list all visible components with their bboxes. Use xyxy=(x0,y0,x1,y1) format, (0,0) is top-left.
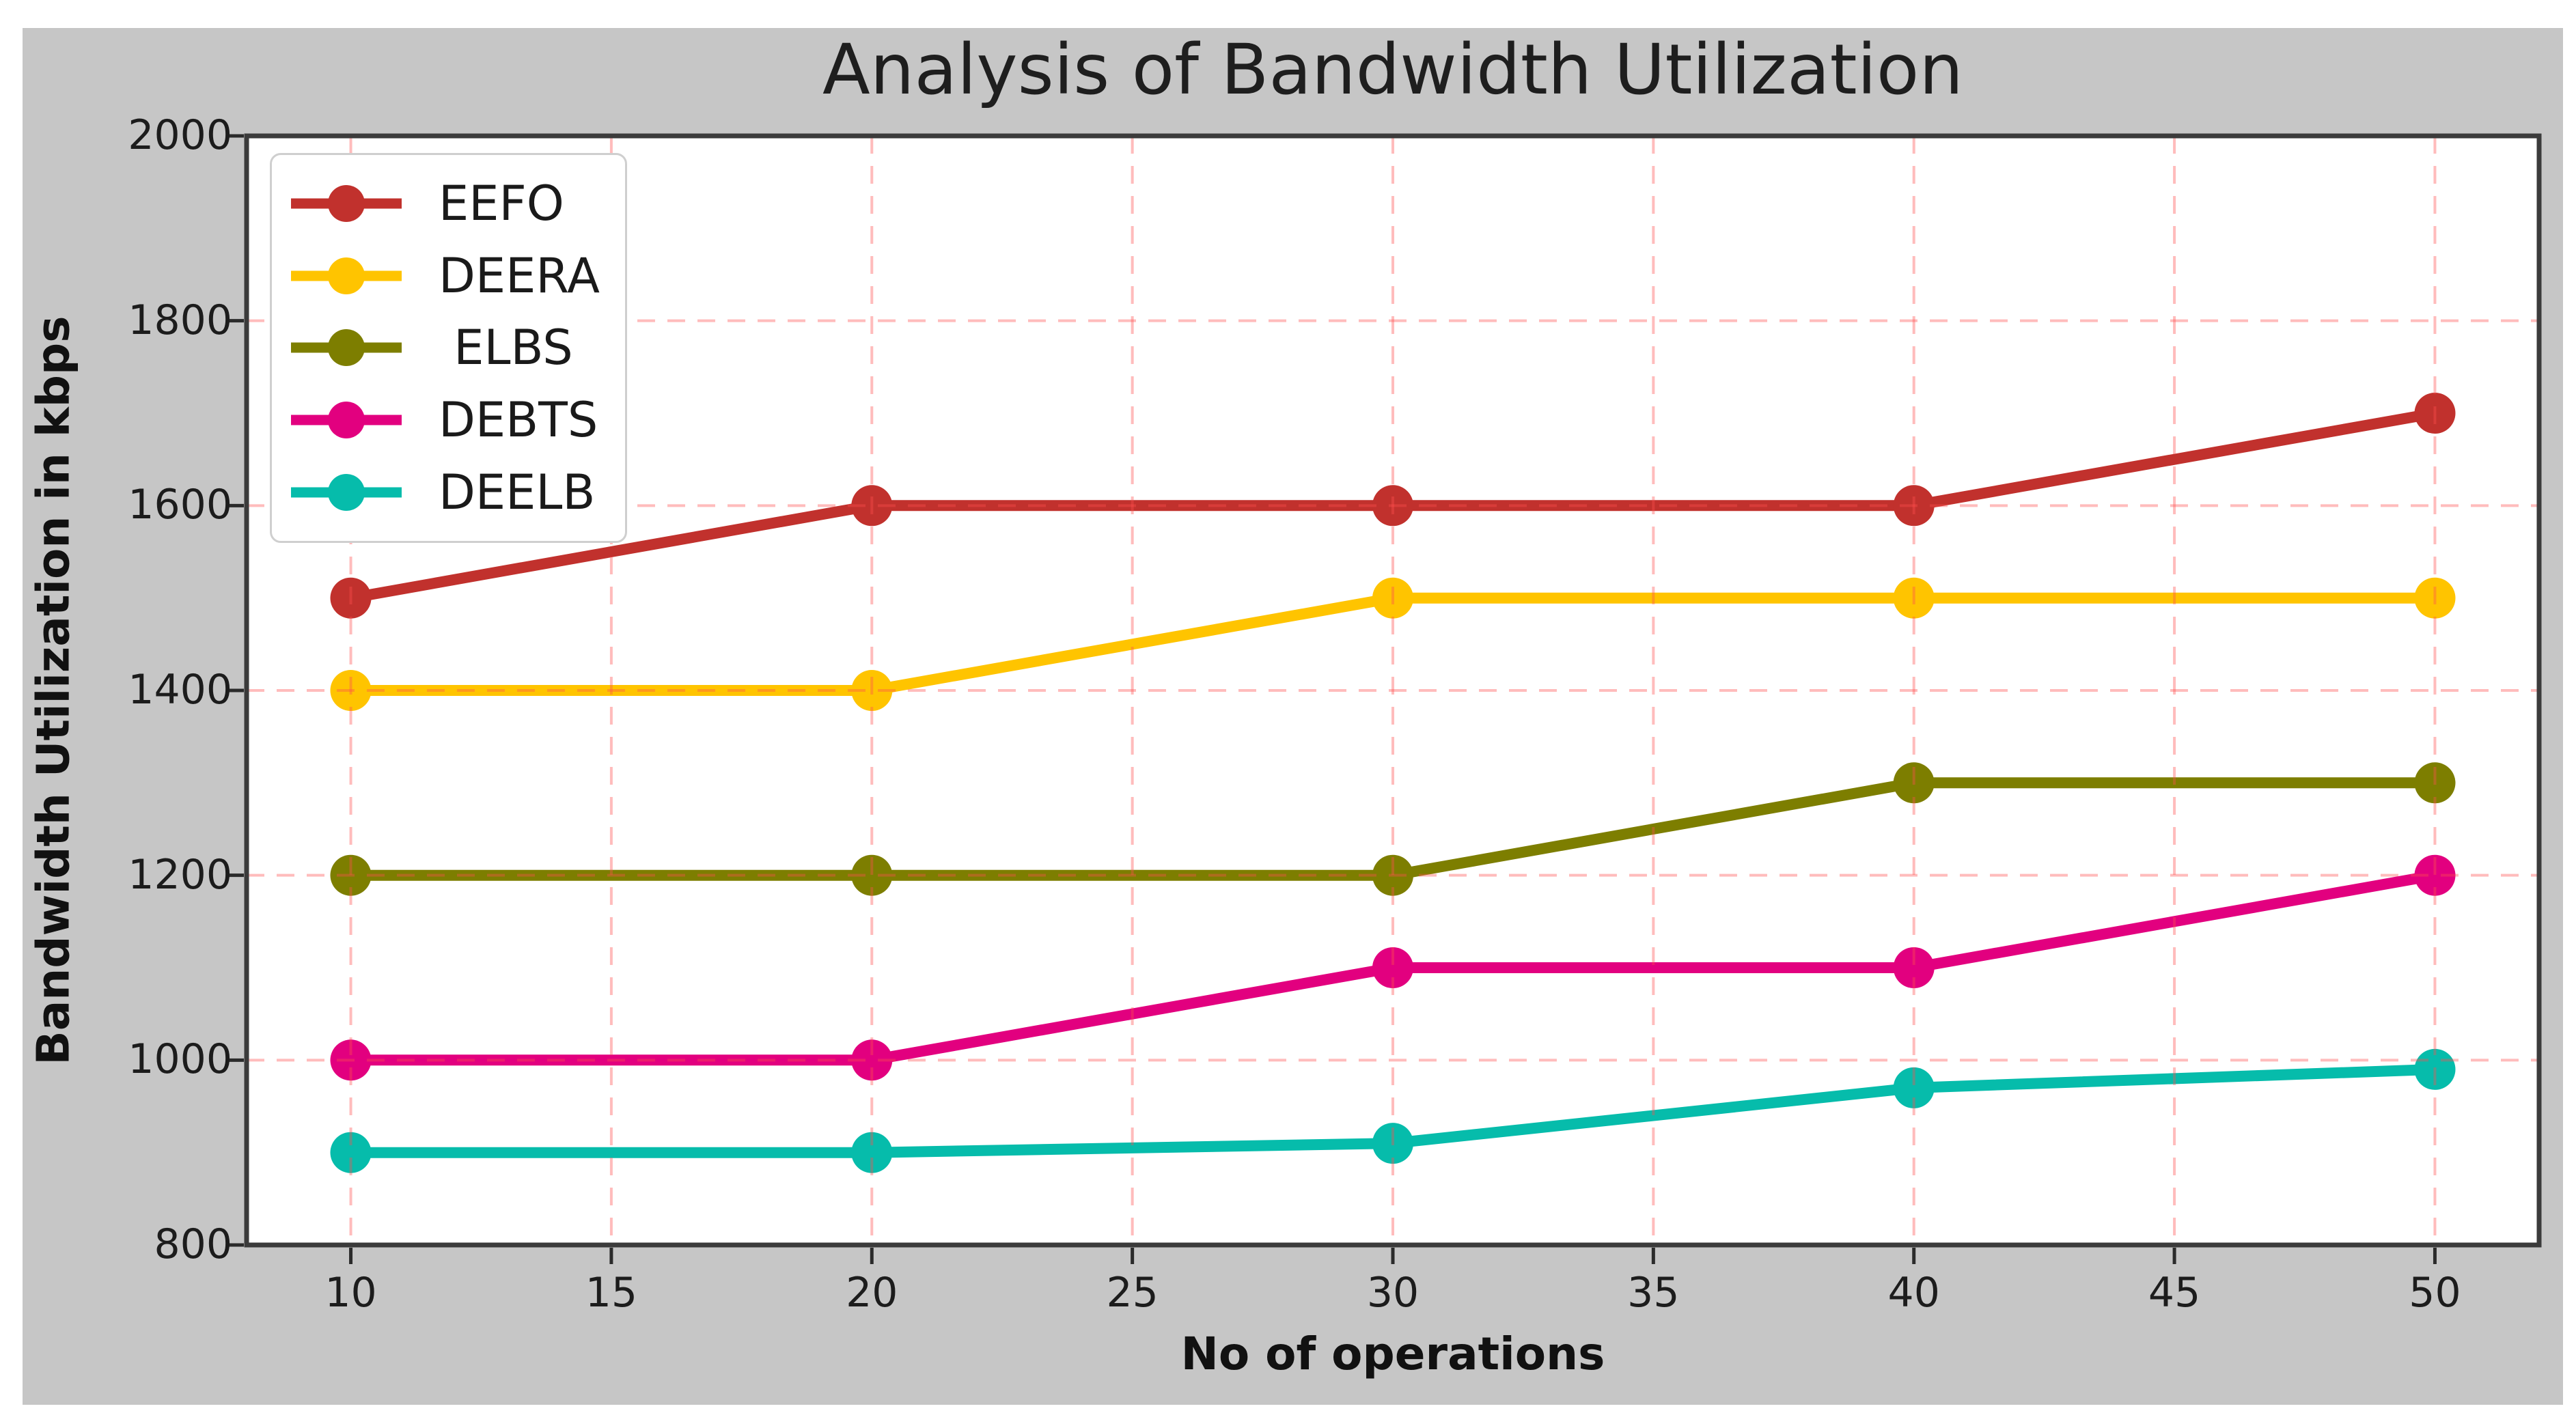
y-tick-label-1400: 1400 xyxy=(128,666,232,714)
x-axis-label: No of operations xyxy=(1180,1328,1605,1380)
marker-DEELB-10 xyxy=(330,1132,372,1173)
marker-EEFO-30 xyxy=(1372,485,1413,527)
x-tick-label-35: 35 xyxy=(1627,1269,1680,1317)
marker-ELBS-10 xyxy=(330,854,372,896)
legend-marker-DEERA xyxy=(291,257,402,294)
grid xyxy=(247,136,2539,1245)
x-tick-label-40: 40 xyxy=(1887,1269,1940,1317)
y-axis-label: Bandwidth Utilization in kbps xyxy=(27,316,80,1065)
tick-marks xyxy=(227,134,2437,1264)
marker-DEERA-50 xyxy=(2414,577,2456,619)
series-DEELB xyxy=(330,1048,2456,1173)
marker-DEELB-30 xyxy=(1372,1123,1413,1164)
legend-label: DEELB xyxy=(439,464,596,521)
marker-DEBTS-40 xyxy=(1893,947,1935,988)
y-tick-label-2000: 2000 xyxy=(128,111,232,159)
marker-DEELB-20 xyxy=(851,1132,893,1173)
series-DEBTS xyxy=(330,854,2456,1081)
marker-ELBS-30 xyxy=(1372,854,1413,896)
y-tick-label-1600: 1600 xyxy=(128,481,232,529)
marker-DEERA-10 xyxy=(330,670,372,711)
marker-DEELB-40 xyxy=(1893,1067,1935,1108)
y-tick-label-800: 800 xyxy=(154,1220,232,1268)
legend-label: DEBTS xyxy=(439,392,598,449)
legend-item-DEBTS: DEBTS xyxy=(272,392,625,448)
marker-DEERA-30 xyxy=(1372,577,1413,619)
marker-DEBTS-30 xyxy=(1372,947,1413,988)
series-ELBS xyxy=(330,762,2456,896)
marker-EEFO-50 xyxy=(2414,393,2456,434)
x-tick-label-45: 45 xyxy=(2148,1269,2201,1317)
legend: EEFO DEERA ELBS DEBTS DEELB xyxy=(270,153,627,543)
legend-marker-ELBS xyxy=(291,329,402,367)
y-tick-label-1800: 1800 xyxy=(128,296,232,344)
marker-DEBTS-10 xyxy=(330,1039,372,1081)
x-tick-label-25: 25 xyxy=(1106,1269,1159,1317)
marker-DEERA-20 xyxy=(851,670,893,711)
marker-ELBS-50 xyxy=(2414,762,2456,804)
legend-item-EEFO: EEFO xyxy=(272,176,625,232)
marker-DEERA-40 xyxy=(1893,577,1935,619)
x-tick-label-20: 20 xyxy=(846,1269,898,1317)
marker-EEFO-10 xyxy=(330,577,372,619)
marker-EEFO-40 xyxy=(1893,485,1935,527)
x-tick-label-10: 10 xyxy=(324,1269,377,1317)
series-DEERA xyxy=(330,577,2456,711)
chart-title: Analysis of Bandwidth Utilization xyxy=(822,29,1963,111)
legend-marker-DEBTS xyxy=(291,402,402,439)
marker-ELBS-40 xyxy=(1893,762,1935,804)
x-tick-label-30: 30 xyxy=(1366,1269,1419,1317)
legend-label: DEERA xyxy=(439,247,600,304)
legend-item-ELBS: ELBS xyxy=(272,320,625,376)
series-EEFO xyxy=(330,393,2456,619)
x-tick-label-50: 50 xyxy=(2409,1269,2461,1317)
legend-item-DEERA: DEERA xyxy=(272,248,625,304)
legend-marker-DEELB xyxy=(291,474,402,512)
y-tick-label-1000: 1000 xyxy=(128,1035,232,1084)
legend-label: ELBS xyxy=(439,320,573,376)
legend-item-DEELB: DEELB xyxy=(272,464,625,520)
marker-DEBTS-50 xyxy=(2414,854,2456,896)
legend-marker-EEFO xyxy=(291,184,402,222)
marker-ELBS-20 xyxy=(851,854,893,896)
legend-label: EEFO xyxy=(439,175,564,232)
marker-DEBTS-20 xyxy=(851,1039,893,1081)
y-tick-label-1200: 1200 xyxy=(128,850,232,899)
x-tick-label-15: 15 xyxy=(585,1269,638,1317)
marker-DEELB-50 xyxy=(2414,1048,2456,1090)
marker-EEFO-20 xyxy=(851,485,893,527)
axes-spines xyxy=(244,133,2542,1248)
series-lines xyxy=(330,393,2456,1173)
